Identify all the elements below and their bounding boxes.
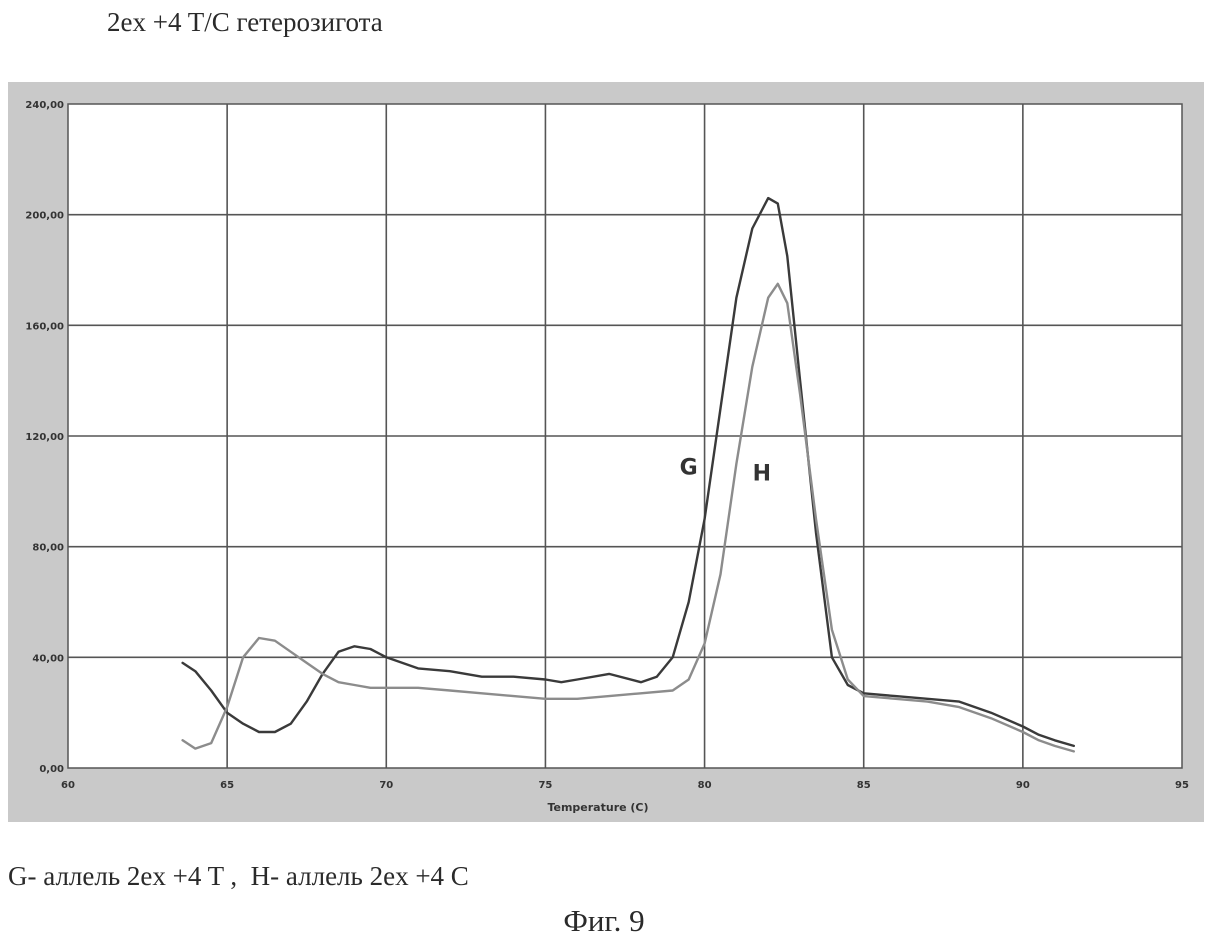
x-tick-label: 75 xyxy=(538,780,552,791)
melt-curve-chart: 60 65 70 75 80 85 90 95 0,00 40,00 80,00 120,00 160,… xyxy=(8,82,1204,822)
x-tick-label: 80 xyxy=(698,780,712,791)
y-tick-label: 40,00 xyxy=(32,653,64,664)
chart-frame: 60 65 70 75 80 85 90 95 0,00 40,00 80,00 120,00 160,… xyxy=(8,82,1204,822)
y-tick-label: 80,00 xyxy=(32,543,64,554)
caption: G- аллель 2ex +4 T , H- аллель 2ex +4 C xyxy=(8,858,469,894)
y-tick-label: 0,00 xyxy=(39,764,64,775)
x-tick-label: 95 xyxy=(1175,780,1189,791)
y-tick-label: 200,00 xyxy=(25,211,64,222)
y-tick-label: 240,00 xyxy=(25,100,64,111)
chart-heading: 2ex +4 T/C гетерозигота xyxy=(107,4,383,40)
y-tick-label: 120,00 xyxy=(25,432,64,443)
figure-label: Фиг. 9 xyxy=(0,902,1208,940)
curve-label-h: H xyxy=(753,461,771,486)
x-tick-label: 85 xyxy=(857,780,871,791)
y-tick-label: 160,00 xyxy=(25,321,64,332)
x-tick-label: 90 xyxy=(1016,780,1030,791)
x-tick-label: 60 xyxy=(61,780,75,791)
x-tick-label: 70 xyxy=(379,780,393,791)
curve-label-g: G xyxy=(680,456,698,481)
x-tick-label: 65 xyxy=(220,780,234,791)
x-axis-title: Temperature (C) xyxy=(547,801,648,814)
